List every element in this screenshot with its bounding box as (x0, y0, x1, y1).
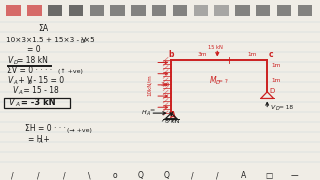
Text: A: A (15, 102, 19, 107)
Text: V: V (7, 76, 12, 85)
Text: = -3 kN: = -3 kN (18, 98, 56, 107)
Text: b: b (169, 50, 174, 59)
Text: D: D (276, 106, 280, 111)
Bar (69, 5, 83, 15)
Text: ΣA: ΣA (38, 24, 49, 33)
Text: (→ +ve): (→ +ve) (67, 128, 92, 133)
Text: = 0: = 0 (27, 45, 41, 54)
Text: o: o (113, 171, 117, 180)
Text: +: + (41, 135, 50, 144)
Text: ×5: ×5 (84, 37, 95, 43)
Bar (90, 5, 104, 15)
Text: = 18 kN: = 18 kN (17, 55, 47, 64)
Text: 1m: 1m (247, 52, 256, 57)
Text: V: V (13, 86, 18, 94)
Text: c: c (269, 50, 274, 59)
Text: A: A (170, 111, 175, 120)
Text: A: A (241, 171, 246, 180)
Text: V: V (7, 55, 12, 64)
Bar (48, 5, 62, 15)
Text: A: A (38, 139, 42, 144)
Text: H: H (141, 110, 146, 115)
Bar (194, 5, 208, 15)
Text: 3 kN: 3 kN (165, 119, 180, 124)
Text: = 15 - 18: = 15 - 18 (21, 86, 59, 94)
Text: Q: Q (138, 171, 144, 180)
Text: A: A (13, 80, 17, 85)
Text: V: V (8, 98, 14, 107)
Text: A: A (146, 111, 150, 116)
Text: 3m: 3m (198, 52, 207, 57)
Bar (235, 5, 250, 15)
Text: D: D (13, 60, 18, 65)
Text: /: / (63, 171, 65, 180)
Text: Q: Q (164, 171, 169, 180)
Text: 15 kN: 15 kN (208, 45, 223, 50)
Text: = H: = H (28, 135, 43, 144)
Text: D: D (81, 39, 85, 44)
Text: = 18: = 18 (279, 105, 293, 110)
Text: V: V (270, 105, 275, 110)
Text: D: D (270, 88, 275, 94)
Text: /: / (191, 171, 193, 180)
Text: 3m: 3m (161, 82, 171, 87)
Bar (277, 5, 291, 15)
Text: D: D (215, 80, 220, 85)
Text: /: / (37, 171, 40, 180)
Text: \: \ (88, 171, 91, 180)
Bar (173, 5, 187, 15)
Text: M: M (210, 76, 216, 85)
Text: —: — (291, 171, 298, 180)
Bar (214, 5, 229, 15)
Text: A: A (19, 90, 22, 95)
Bar (27, 5, 42, 15)
Bar (298, 5, 312, 15)
Text: ΣV = 0 · · · ·: ΣV = 0 · · · · (7, 66, 52, 75)
Text: =: = (149, 108, 155, 113)
Text: + V: + V (16, 76, 32, 85)
Text: - 15 = 0: - 15 = 0 (31, 76, 64, 85)
Text: 1m: 1m (271, 63, 281, 68)
Text: D: D (28, 80, 32, 85)
Text: /: / (12, 171, 14, 180)
Text: 10kN/m: 10kN/m (147, 74, 152, 96)
Text: /: / (216, 171, 219, 180)
Bar (131, 5, 146, 15)
Bar (256, 5, 270, 15)
Text: □: □ (265, 171, 272, 180)
Text: ΣH = 0 · · ·: ΣH = 0 · · · (25, 124, 66, 133)
Text: = ?: = ? (218, 79, 228, 84)
Text: 10×3×1.5 + 15×3 - V: 10×3×1.5 + 15×3 - V (6, 37, 87, 43)
Bar (110, 5, 125, 15)
Bar (152, 5, 166, 15)
Text: 1m: 1m (271, 78, 281, 83)
Bar (6, 5, 21, 15)
Text: (↑ +ve): (↑ +ve) (58, 69, 83, 74)
